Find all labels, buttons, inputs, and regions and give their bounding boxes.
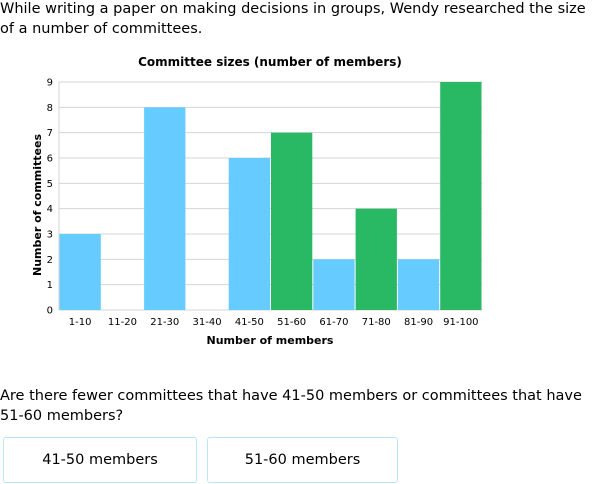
- bar-41-50: [228, 158, 270, 310]
- y-tick-label: 1: [47, 280, 53, 291]
- bar-81-90: [397, 259, 440, 310]
- y-tick-label: 5: [47, 179, 53, 190]
- y-tick-label: 4: [47, 204, 53, 215]
- x-tick-label: 11-20: [108, 317, 137, 328]
- bars: [59, 82, 482, 310]
- x-tick-label: 91-100: [443, 317, 478, 328]
- y-tick-label: 7: [47, 128, 53, 139]
- x-tick-label: 1-10: [69, 317, 92, 328]
- grid-lines: [58, 81, 482, 311]
- x-tick-label: 41-50: [235, 317, 264, 328]
- y-tick-label: 3: [47, 230, 53, 241]
- intro-text: While writing a paper on making decision…: [0, 1, 586, 37]
- x-tick-labels: 1-10 11-20 21-30 31-40 41-50 51-60 61-70 71-80 8…: [69, 317, 479, 328]
- bar-91-100: [440, 82, 482, 310]
- bar-51-60: [271, 132, 313, 310]
- y-tick-label: 6: [47, 154, 53, 165]
- answer-41-50-button[interactable]: 41-50 members: [3, 437, 197, 483]
- x-axis-label: Number of members: [207, 334, 334, 347]
- y-tick-label: 2: [47, 255, 53, 266]
- bar-21-30: [144, 107, 186, 310]
- y-tick-label: 0: [47, 306, 53, 317]
- x-tick-label: 31-40: [193, 317, 222, 328]
- y-tick-labels: 0 1 2 3 4 5 6 7 8 9: [47, 78, 53, 317]
- y-axis-label: Number of committees: [31, 134, 44, 276]
- question-text: Are there fewer committees that have 41-…: [0, 388, 582, 424]
- x-tick-label: 61-70: [319, 317, 348, 328]
- answer-51-60-button[interactable]: 51-60 members: [207, 437, 398, 483]
- x-tick-label: 81-90: [404, 317, 433, 328]
- bar-1-10: [59, 234, 101, 310]
- bar-61-70: [313, 259, 355, 310]
- y-tick-label: 8: [47, 103, 53, 114]
- x-tick-label: 21-30: [150, 317, 179, 328]
- y-tick-label: 9: [47, 78, 53, 89]
- chart-title: Committee sizes (number of members): [138, 55, 402, 69]
- histogram-chart: Committee sizes (number of members) 0 1 2 3…: [31, 55, 482, 347]
- bar-71-80: [355, 208, 397, 310]
- x-tick-label: 51-60: [277, 317, 306, 328]
- x-tick-label: 71-80: [362, 317, 391, 328]
